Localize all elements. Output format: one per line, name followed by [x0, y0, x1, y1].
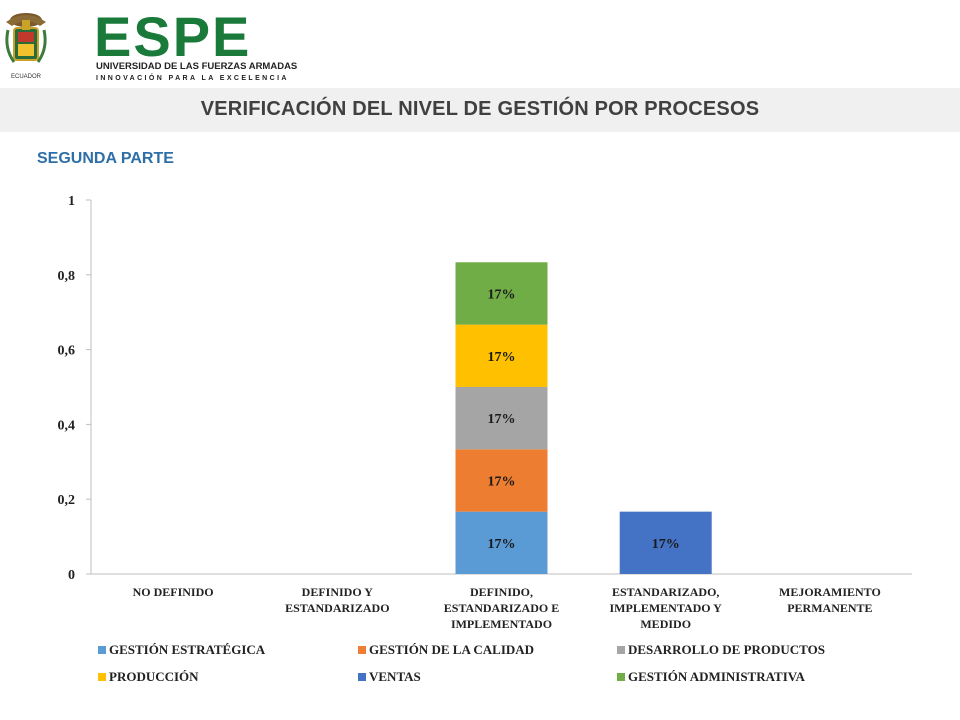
y-tick-label: 0,2: [58, 493, 76, 508]
legend-label: GESTIÓN ESTRATÉGICA: [109, 642, 266, 657]
university-seal-icon: ECUADOR: [5, 13, 47, 80]
legend-swatch: [358, 646, 366, 654]
bar-segment: [455, 324, 548, 387]
x-tick-label: MEJORAMIENTO: [779, 585, 881, 599]
bar-segment: [455, 511, 548, 574]
logo-subtitle: UNIVERSIDAD DE LAS FUERZAS ARMADAS: [96, 61, 297, 72]
data-label: 17%: [652, 537, 680, 552]
y-tick-label: 1: [68, 194, 75, 209]
legend-label: GESTIÓN ADMINISTRATIVA: [628, 669, 805, 684]
seal-label: ECUADOR: [11, 74, 42, 80]
bar-segment: [455, 262, 548, 325]
x-tick-label: MEDIDO: [640, 617, 691, 631]
bar-segment: [455, 386, 548, 450]
y-tick-label: 0,6: [58, 344, 76, 359]
legend-swatch: [358, 673, 366, 681]
x-tick-label: IMPLEMENTADO Y: [610, 601, 723, 615]
x-tick-label: ESTANDARIZADO E: [444, 601, 559, 615]
legend-label: DESARROLLO DE PRODUCTOS: [628, 642, 825, 657]
data-label: 17%: [488, 474, 516, 489]
x-tick-label: PERMANENTE: [787, 601, 872, 615]
legend-label: VENTAS: [369, 669, 421, 684]
x-tick-label: DEFINIDO Y: [302, 585, 374, 599]
data-label: 17%: [488, 350, 516, 365]
logo-tagline: INNOVACIÓN PARA LA EXCELENCIA: [96, 73, 289, 82]
espe-logo: ECUADOR ESPE UNIVERSIDAD DE LAS FUERZAS …: [5, 5, 297, 82]
legend-swatch: [98, 646, 106, 654]
x-tick-label: ESTANDARIZADO: [285, 601, 389, 615]
y-tick-label: 0,8: [58, 269, 76, 284]
legend-label: GESTIÓN DE LA CALIDAD: [369, 642, 534, 657]
slide-title: VERIFICACIÓN DEL NIVEL DE GESTIÓN POR PR…: [200, 98, 760, 120]
x-tick-label: IMPLEMENTADO: [451, 617, 552, 631]
slide-subtitle: SEGUNDA PARTE: [37, 150, 174, 167]
legend-swatch: [98, 673, 106, 681]
bar-segment: [619, 511, 712, 574]
bar-segment: [455, 449, 548, 512]
legend-label: PRODUCCIÓN: [109, 669, 199, 684]
legend-swatch: [617, 673, 625, 681]
y-tick-label: 0: [68, 568, 75, 583]
data-label: 17%: [488, 287, 516, 302]
x-tick-label: NO DEFINIDO: [133, 585, 214, 599]
x-tick-label: DEFINIDO,: [470, 585, 533, 599]
stacked-bar-chart: 0 0,2 0,4 0,6 0,8 1 NO DEFINIDO DEFINIDO Y ESTAN…: [58, 194, 912, 684]
y-tick-label: 0,4: [58, 418, 76, 433]
logo-wordmark: ESPE: [94, 5, 251, 68]
data-label: 17%: [488, 412, 516, 427]
legend-swatch: [617, 646, 625, 654]
title-band: [0, 88, 960, 132]
x-tick-label: ESTANDARIZADO,: [612, 585, 719, 599]
data-label: 17%: [488, 537, 516, 552]
